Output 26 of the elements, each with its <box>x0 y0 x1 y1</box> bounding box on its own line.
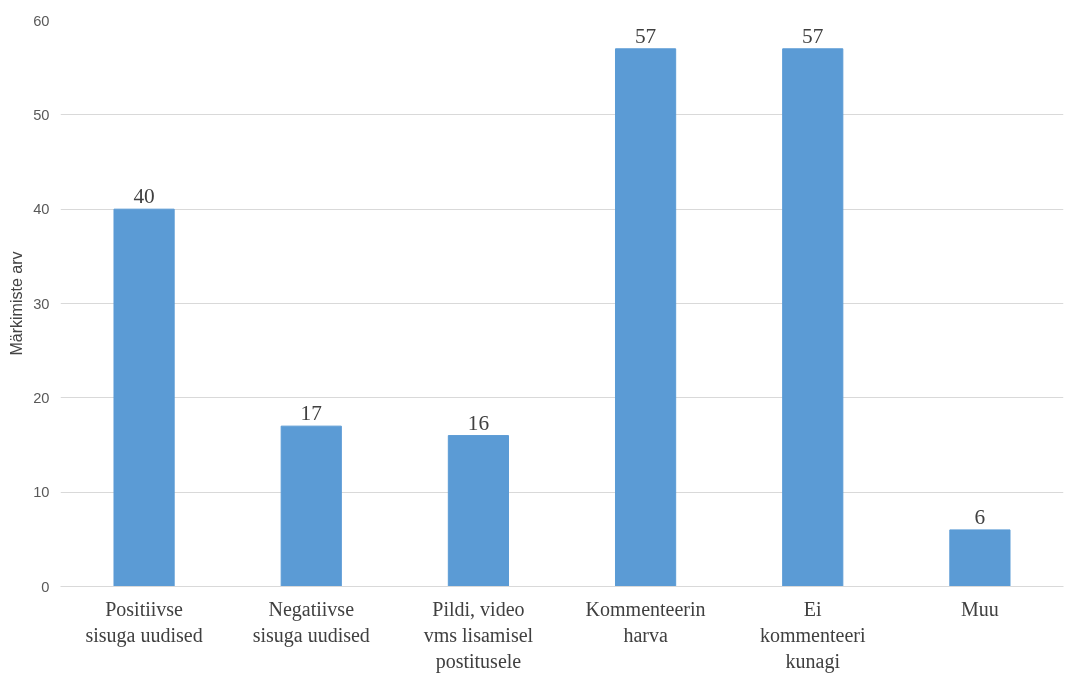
bar <box>949 529 1011 587</box>
data-label: 16 <box>467 410 490 435</box>
y-tick-label: 40 <box>33 201 50 218</box>
bar <box>113 208 175 587</box>
bar <box>280 425 342 587</box>
bar <box>447 435 510 587</box>
x-tick-label: Positiivse sisuga uudised <box>85 597 203 647</box>
y-tick-label: 10 <box>33 484 50 501</box>
x-tick-label: Muu <box>961 597 999 620</box>
y-axis-title: Märkimiste arv <box>8 251 26 356</box>
bar <box>614 48 677 587</box>
y-tick-label: 50 <box>33 106 50 123</box>
x-tick-label: Ei kommenteeri kunagi <box>759 597 866 674</box>
y-tick-label: 0 <box>41 578 50 595</box>
data-label: 17 <box>300 401 323 426</box>
y-tick-label: 60 <box>33 12 50 29</box>
data-label: 57 <box>634 23 657 48</box>
data-label: 6 <box>974 504 986 529</box>
x-tick-label: Pildi, video vms lisamisel postitusele <box>423 597 534 674</box>
x-tick-label: Kommenteerin harva <box>585 597 706 646</box>
data-label: 40 <box>133 184 155 209</box>
y-tick-label: 30 <box>33 295 50 312</box>
x-tick-label: Negatiivse sisuga uudised <box>252 597 370 647</box>
bar <box>782 48 844 587</box>
data-label: 57 <box>802 23 824 48</box>
y-tick-label: 20 <box>33 389 50 406</box>
